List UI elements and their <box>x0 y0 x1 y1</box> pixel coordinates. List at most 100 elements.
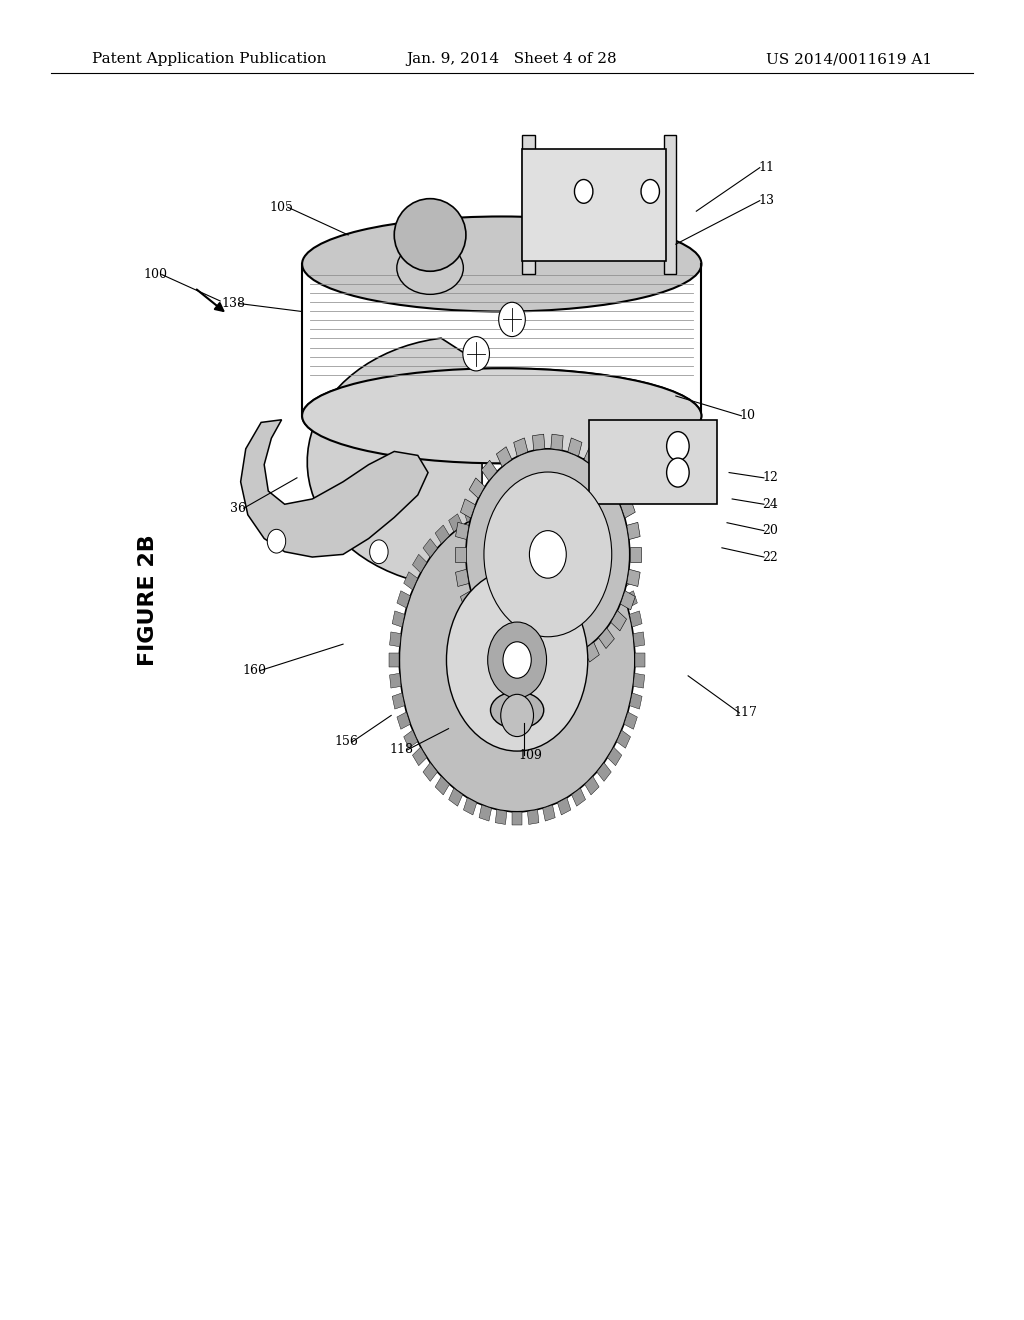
Ellipse shape <box>302 216 701 312</box>
Circle shape <box>667 432 689 461</box>
Text: 10: 10 <box>739 409 756 422</box>
Polygon shape <box>403 572 418 590</box>
Text: 20: 20 <box>762 524 778 537</box>
Polygon shape <box>584 643 599 663</box>
Polygon shape <box>627 523 640 540</box>
Polygon shape <box>481 461 498 480</box>
Polygon shape <box>403 730 418 748</box>
Polygon shape <box>557 506 570 523</box>
Polygon shape <box>597 763 611 781</box>
Polygon shape <box>389 653 399 667</box>
Polygon shape <box>557 797 570 814</box>
Polygon shape <box>610 611 627 631</box>
Polygon shape <box>479 805 492 821</box>
Polygon shape <box>449 788 463 807</box>
Text: 160: 160 <box>242 664 266 677</box>
Polygon shape <box>527 809 539 825</box>
Polygon shape <box>616 730 631 748</box>
Ellipse shape <box>302 368 701 463</box>
Polygon shape <box>514 438 528 457</box>
Text: 22: 22 <box>762 550 778 564</box>
Polygon shape <box>585 776 599 795</box>
Circle shape <box>446 569 588 751</box>
Text: 138: 138 <box>221 297 246 310</box>
Polygon shape <box>627 569 640 586</box>
Text: 11: 11 <box>758 161 774 174</box>
Polygon shape <box>621 591 635 610</box>
Polygon shape <box>397 711 411 729</box>
Polygon shape <box>512 812 522 825</box>
Polygon shape <box>532 434 545 450</box>
Polygon shape <box>497 446 512 466</box>
Polygon shape <box>551 659 563 675</box>
Circle shape <box>399 508 635 812</box>
Circle shape <box>499 302 525 337</box>
Text: 118: 118 <box>389 743 414 756</box>
Polygon shape <box>413 747 427 766</box>
Polygon shape <box>633 673 645 688</box>
Polygon shape <box>630 693 642 709</box>
Polygon shape <box>423 763 437 781</box>
FancyBboxPatch shape <box>664 135 676 275</box>
Polygon shape <box>389 673 401 688</box>
Polygon shape <box>589 420 717 504</box>
Polygon shape <box>512 495 522 508</box>
Circle shape <box>501 694 534 737</box>
Polygon shape <box>543 805 555 821</box>
Polygon shape <box>616 572 631 590</box>
Polygon shape <box>597 539 611 557</box>
Polygon shape <box>527 495 539 511</box>
Polygon shape <box>464 797 477 814</box>
Polygon shape <box>567 438 582 457</box>
Polygon shape <box>621 499 635 517</box>
Text: FIGURE 2B: FIGURE 2B <box>138 535 159 667</box>
Circle shape <box>370 540 388 564</box>
Text: 109: 109 <box>518 748 543 762</box>
Text: 156: 156 <box>334 735 358 748</box>
Circle shape <box>641 180 659 203</box>
Polygon shape <box>551 434 563 450</box>
Polygon shape <box>461 499 475 517</box>
Polygon shape <box>392 611 404 627</box>
Text: 100: 100 <box>143 268 168 281</box>
Polygon shape <box>633 632 645 647</box>
Polygon shape <box>585 525 599 544</box>
Circle shape <box>267 529 286 553</box>
Polygon shape <box>496 809 507 825</box>
Polygon shape <box>461 591 475 610</box>
Ellipse shape <box>490 692 544 729</box>
Polygon shape <box>598 461 614 480</box>
Polygon shape <box>610 478 627 498</box>
Ellipse shape <box>394 198 466 272</box>
Polygon shape <box>571 788 586 807</box>
Circle shape <box>484 473 611 636</box>
Polygon shape <box>607 747 622 766</box>
Polygon shape <box>479 499 492 515</box>
Text: Jan. 9, 2014   Sheet 4 of 28: Jan. 9, 2014 Sheet 4 of 28 <box>407 53 617 66</box>
Text: 105: 105 <box>269 201 294 214</box>
Polygon shape <box>584 446 599 466</box>
Polygon shape <box>514 652 528 671</box>
Polygon shape <box>630 611 642 627</box>
Polygon shape <box>435 776 450 795</box>
FancyBboxPatch shape <box>522 135 535 275</box>
Polygon shape <box>496 495 507 511</box>
Polygon shape <box>567 652 582 671</box>
Polygon shape <box>469 478 485 498</box>
Polygon shape <box>543 499 555 515</box>
Circle shape <box>574 180 593 203</box>
Polygon shape <box>630 548 641 562</box>
Polygon shape <box>307 338 482 586</box>
Polygon shape <box>624 711 637 729</box>
Polygon shape <box>449 513 463 532</box>
Text: 13: 13 <box>758 194 774 207</box>
Text: 117: 117 <box>733 706 758 719</box>
Polygon shape <box>532 659 545 675</box>
Polygon shape <box>635 653 645 667</box>
Polygon shape <box>389 632 401 647</box>
FancyBboxPatch shape <box>522 149 666 261</box>
Polygon shape <box>455 548 466 562</box>
Text: 36: 36 <box>229 502 246 515</box>
Polygon shape <box>571 513 586 532</box>
Polygon shape <box>392 693 404 709</box>
